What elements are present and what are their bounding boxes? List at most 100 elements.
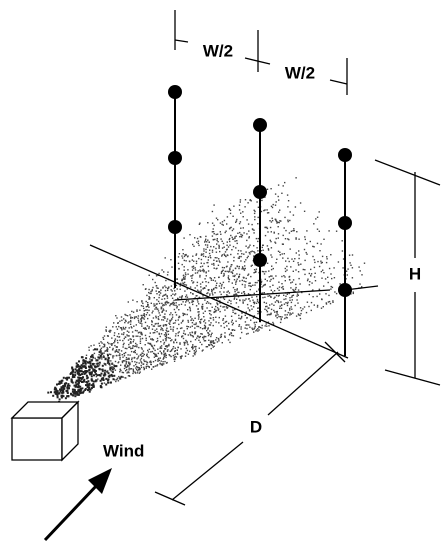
plume-dot	[223, 219, 226, 222]
plume-dot	[204, 340, 207, 342]
plume-dot	[148, 296, 150, 298]
plume-dot	[141, 325, 143, 327]
plume-dot	[138, 372, 141, 374]
plume-dot	[158, 333, 160, 335]
plume-dot	[110, 373, 113, 376]
plume-dot	[211, 344, 213, 347]
plume-dot	[125, 357, 128, 359]
plume-dot	[73, 390, 76, 393]
plume-dot	[161, 311, 163, 313]
plume-dot	[160, 333, 163, 335]
plume-dot	[128, 357, 130, 360]
plume-dot	[118, 361, 120, 363]
plume-dot	[197, 314, 200, 317]
plume-dot	[192, 300, 195, 303]
plume-dot	[130, 350, 133, 353]
plume-dot	[213, 264, 215, 266]
plume-dot	[173, 358, 175, 360]
plume-dot	[181, 279, 183, 282]
plume-dot	[348, 254, 351, 256]
plume-dot	[211, 235, 214, 237]
plume-dot	[195, 350, 197, 352]
plume-dot	[79, 374, 82, 376]
plume-dot	[148, 314, 151, 316]
plume-dot	[200, 258, 203, 261]
plume-dot	[165, 339, 167, 342]
plume-dot	[220, 272, 223, 274]
plume-dot	[73, 376, 76, 378]
plume-dot	[206, 244, 209, 246]
plume-dot	[239, 201, 241, 203]
plume-dot	[172, 347, 174, 350]
plume-dot	[327, 276, 329, 278]
plume-dot	[62, 385, 65, 388]
plume-dot	[81, 381, 83, 383]
plume-dot	[116, 339, 119, 342]
plume-dot	[185, 347, 188, 350]
plume-dot	[306, 230, 308, 232]
plume-dot	[184, 333, 186, 336]
plume-dot	[171, 316, 174, 318]
plume-dot	[196, 241, 198, 243]
plume-dot	[208, 339, 210, 341]
plume-dot	[200, 262, 202, 264]
plume-dot	[130, 321, 132, 323]
plume-dot	[231, 282, 233, 284]
plume-dot	[268, 307, 270, 309]
plume-dot	[286, 194, 289, 196]
plume-dot	[263, 273, 266, 275]
plume-dot	[193, 260, 195, 262]
plume-dot	[137, 357, 139, 359]
plume-dot	[122, 346, 124, 348]
plume-dot	[287, 219, 289, 221]
plume-dot	[256, 329, 258, 331]
plume-dot	[163, 334, 166, 336]
plume-dot	[126, 372, 128, 374]
plume-dot	[262, 296, 264, 299]
plume-dot	[280, 220, 282, 222]
plume-dot	[265, 302, 268, 304]
plume-dot	[316, 228, 319, 230]
plume-dot	[138, 367, 140, 369]
plume-dot	[134, 345, 136, 348]
plume-dot	[218, 308, 220, 310]
plume-dot	[173, 356, 175, 359]
plume-dot	[157, 352, 159, 355]
plume-dot	[120, 369, 122, 372]
plume-dot	[122, 360, 125, 362]
plume-dot	[200, 319, 202, 321]
plume-dot	[122, 356, 124, 358]
plume-dot	[158, 272, 160, 275]
plume-dot	[131, 317, 134, 319]
plume-dot	[154, 323, 156, 325]
plume-dot	[88, 365, 90, 368]
plume-dot	[146, 305, 149, 307]
plume-dot	[274, 311, 276, 313]
plume-dot	[197, 242, 199, 245]
plume-dot	[135, 369, 138, 371]
plume-dot	[342, 258, 345, 260]
plume-dot	[281, 192, 283, 194]
plume-dot	[175, 304, 177, 307]
plume-dot	[310, 301, 313, 304]
plume-dot	[141, 301, 143, 303]
plume-dot	[196, 272, 199, 274]
plume-dot	[184, 272, 187, 274]
plume-dot	[145, 314, 148, 316]
plume-dot	[222, 224, 224, 226]
plume-dot	[158, 332, 160, 335]
plume-dot	[129, 323, 132, 325]
plume-dot	[131, 327, 133, 329]
plume-dot	[102, 346, 104, 348]
plume-dot	[270, 278, 272, 281]
plume-dot	[267, 249, 270, 251]
plume-dot	[132, 371, 135, 373]
plume-dot	[120, 350, 123, 352]
wind-arrowhead	[88, 468, 112, 494]
plume-dot	[192, 274, 194, 276]
plume-dot	[258, 326, 260, 328]
plume-dot	[319, 293, 321, 295]
plume-dot	[132, 299, 134, 301]
plume-dot	[148, 366, 150, 368]
plume-dot	[192, 303, 194, 306]
